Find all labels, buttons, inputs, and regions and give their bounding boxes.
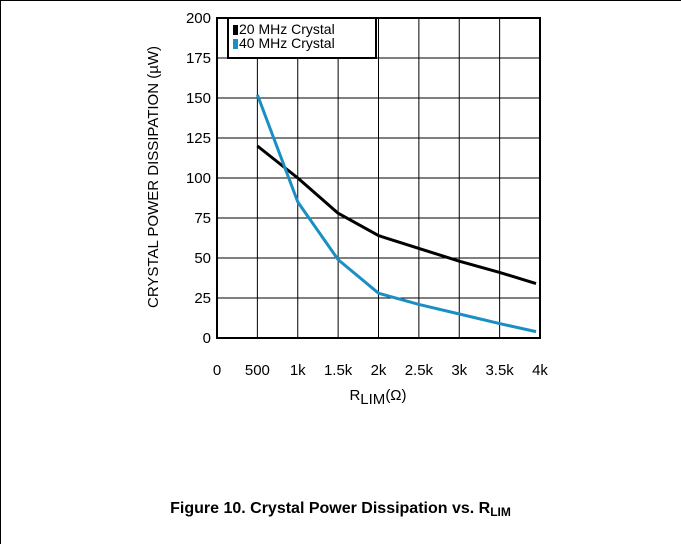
y-axis-label: CRYSTAL POWER DISSIPATION (µW) — [145, 46, 162, 308]
y-tick-label-2: 50 — [194, 250, 211, 267]
x-tick-label-5: 2.5k — [405, 362, 434, 379]
series-lines — [255, 94, 537, 334]
legend-box — [227, 17, 377, 59]
figure-caption: Figure 10. Crystal Power Dissipation vs.… — [0, 500, 681, 519]
x-tick-label-7: 3.5k — [485, 362, 514, 379]
y-tick-label-7: 175 — [186, 50, 211, 67]
x-tick-label-3: 1.5k — [324, 362, 353, 379]
y-tick-label-6: 150 — [186, 90, 211, 107]
plot-area — [216, 17, 541, 339]
series-line-1 — [255, 94, 537, 334]
x-tick-label-6: 3k — [451, 362, 467, 379]
legend-label-1: 40 MHz Crystal — [239, 35, 335, 51]
y-tick-label-1: 25 — [194, 290, 211, 307]
x-axis-label: RLIM(Ω) — [349, 387, 406, 408]
legend-label-0: 20 MHz Crystal — [239, 21, 335, 37]
x-axis-label-unit: (Ω) — [385, 387, 406, 404]
legend-swatch-0 — [233, 25, 238, 35]
y-tick-label-0: 0 — [203, 330, 211, 347]
series-line-0 — [256, 144, 537, 286]
x-tick-label-4: 2k — [371, 362, 387, 379]
y-tick-labels: 0 25 50 75 100 125 150 175 200 — [186, 10, 211, 347]
grid — [216, 17, 541, 339]
caption-sub: LIM — [490, 505, 511, 519]
legend-swatch-1 — [233, 39, 238, 49]
y-tick-label-3: 75 — [194, 210, 211, 227]
x-axis-label-main: R — [349, 387, 360, 404]
x-axis-label-sub: LIM — [360, 391, 385, 408]
x-tick-label-2: 1k — [290, 362, 306, 379]
x-tick-labels: 0 500 1k 1.5k 2k 2.5k 3k 3.5k 4k — [213, 362, 549, 379]
y-tick-label-4: 100 — [186, 170, 211, 187]
x-tick-label-0: 0 — [213, 362, 221, 379]
y-tick-label-5: 125 — [186, 130, 211, 147]
x-tick-label-1: 500 — [245, 362, 270, 379]
y-tick-label-8: 200 — [186, 10, 211, 27]
x-tick-label-8: 4k — [532, 362, 548, 379]
caption-main: Figure 10. Crystal Power Dissipation vs.… — [170, 500, 491, 517]
